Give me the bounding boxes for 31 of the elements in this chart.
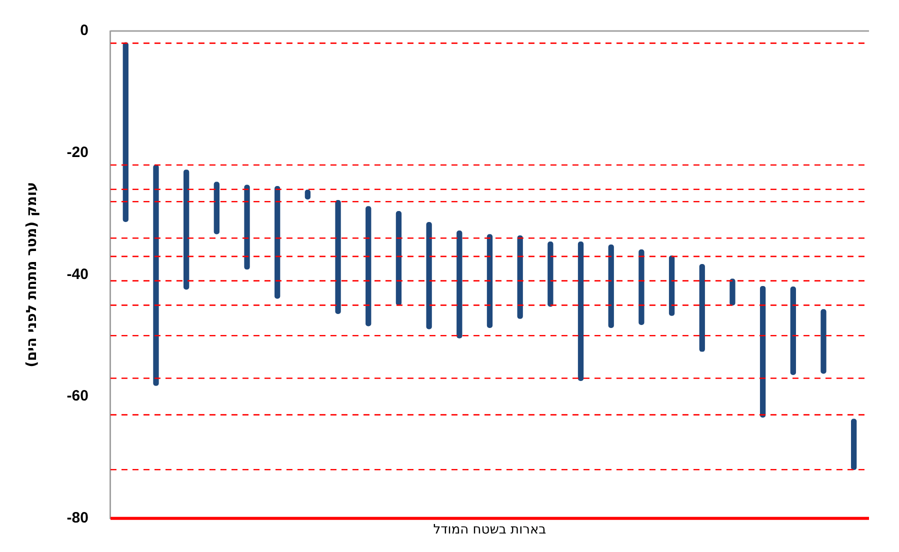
bar [730,278,736,306]
bar [214,182,220,234]
bar [153,164,159,386]
bar [274,186,280,299]
bar [335,200,341,314]
bar [244,184,250,270]
bar [790,286,796,375]
bar [820,309,826,374]
y-tick-label: -60 [66,388,88,405]
bar [548,241,554,307]
bar [426,222,432,330]
bar [396,211,402,306]
y-tick-label: 0 [80,22,88,40]
bar [608,244,614,328]
y-tick-label: -80 [66,510,88,527]
y-axis-title: עומק (מטר מתחת לפני הים) [24,182,40,368]
bar [517,235,523,319]
bar [638,249,644,325]
x-axis-title: בארות בשטח המודל [433,522,546,538]
bar [486,234,493,328]
bar [122,42,128,222]
bar [699,264,705,352]
bar [668,255,675,316]
bar [760,286,766,418]
bar [456,230,462,338]
y-tick-label: -40 [66,266,88,283]
bar [366,206,372,326]
y-tick-label: -20 [66,144,88,161]
bar [184,170,190,290]
bar [851,418,857,470]
bar [578,241,584,382]
